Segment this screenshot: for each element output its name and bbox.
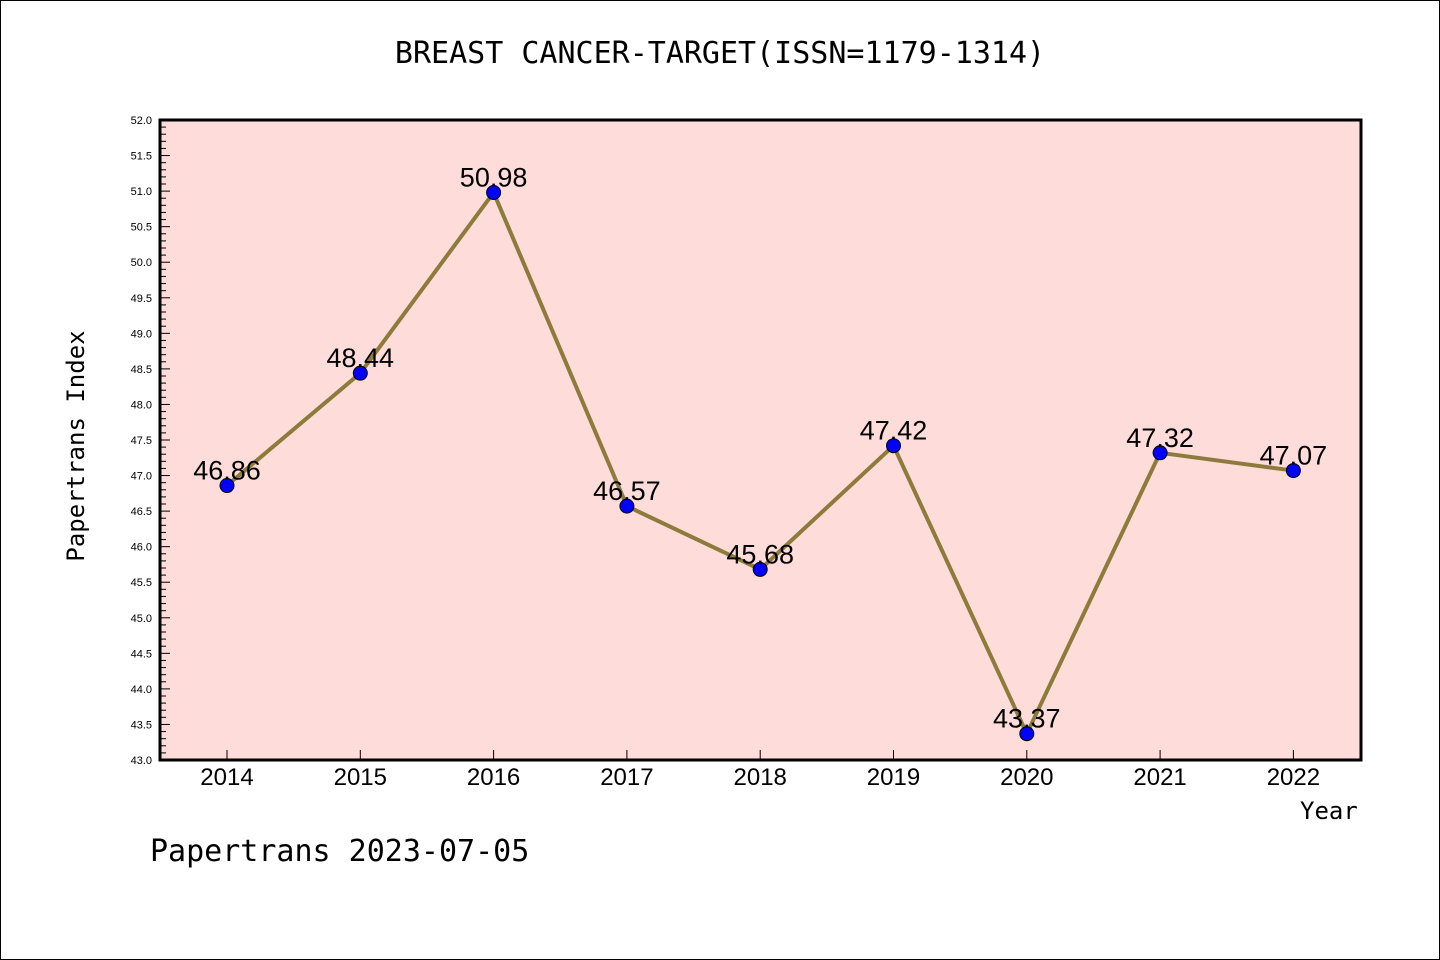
data-point [1152, 445, 1168, 461]
data-label: 46.86 [193, 456, 261, 486]
data-point [1285, 463, 1301, 479]
x-tick-label: 2021 [1133, 764, 1186, 791]
data-point [1019, 726, 1035, 742]
y-tick-label: 49.5 [131, 293, 152, 305]
x-tick-label: 2019 [867, 764, 920, 791]
y-tick-label: 43.0 [131, 755, 152, 767]
data-label: 47.32 [1126, 423, 1194, 453]
y-tick-label: 45.0 [131, 613, 152, 625]
x-tick-label: 2015 [334, 764, 387, 791]
plot-area [160, 120, 1361, 760]
y-tick-label: 50.0 [131, 257, 152, 269]
data-point [619, 498, 635, 514]
data-point [219, 478, 235, 494]
y-tick-label: 44.0 [131, 684, 152, 696]
y-tick-label: 51.5 [131, 151, 152, 163]
chart-title: BREAST CANCER-TARGET(ISSN=1179-1314) [394, 36, 1046, 71]
data-label: 43.37 [993, 704, 1061, 734]
x-axis-label: Year [1300, 797, 1358, 825]
y-tick-label: 46.5 [131, 506, 152, 518]
y-tick-label: 47.0 [131, 471, 152, 483]
y-tick-label: 49.0 [131, 328, 152, 340]
data-point [486, 185, 502, 201]
y-tick-label: 50.5 [131, 222, 152, 234]
y-tick-label: 46.0 [131, 542, 152, 554]
y-tick-label: 47.5 [131, 435, 152, 447]
x-tick-label: 2018 [734, 764, 787, 791]
data-label: 50.98 [460, 163, 528, 193]
data-label: 47.42 [860, 416, 928, 446]
data-point [352, 365, 368, 381]
y-tick-label: 43.5 [131, 719, 152, 731]
data-label: 46.57 [593, 476, 661, 506]
x-tick-label: 2022 [1267, 764, 1320, 791]
data-point [886, 438, 901, 454]
x-tick-label: 2016 [467, 764, 520, 791]
y-tick-label: 51.0 [131, 186, 152, 198]
data-point [752, 561, 768, 577]
y-tick-label: 52.0 [131, 115, 152, 127]
footer-credit: Papertrans 2023-07-05 [150, 834, 530, 869]
y-tick-label: 48.0 [131, 399, 152, 411]
plot-border [158, 118, 1363, 762]
x-tick-label: 2014 [200, 764, 253, 791]
data-label: 47.07 [1260, 441, 1328, 471]
data-label: 48.44 [327, 343, 395, 373]
y-tick-label: 48.5 [131, 364, 152, 376]
x-tick-label: 2020 [1000, 764, 1053, 791]
y-tick-label: 45.5 [131, 577, 152, 589]
x-tick-label: 2017 [600, 764, 653, 791]
data-label: 45.68 [726, 539, 794, 569]
y-tick-label: 44.5 [131, 648, 152, 660]
